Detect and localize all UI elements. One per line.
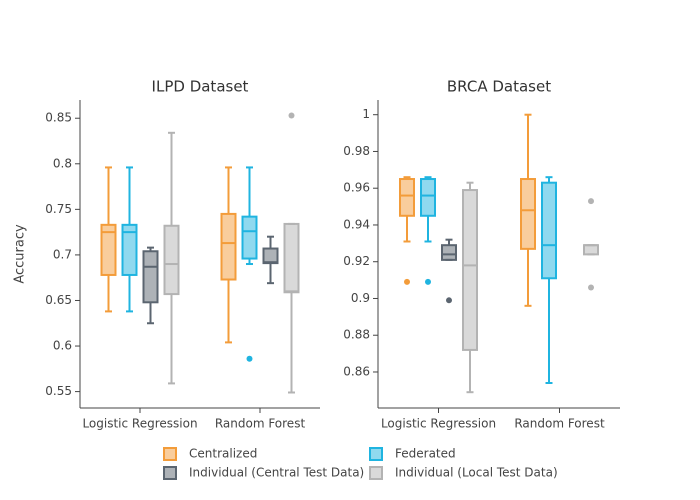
legend-label: Centralized: [189, 447, 257, 461]
box: [462, 189, 478, 351]
legend-swatch: [163, 466, 177, 480]
box: [399, 178, 415, 217]
y-tick-label: 0.88: [343, 328, 370, 342]
y-tick-label: 0.96: [343, 181, 370, 195]
x-tick-label: Random Forest: [514, 417, 605, 431]
y-tick-label: 0.65: [45, 293, 72, 307]
box: [121, 223, 138, 276]
legend-label: Federated: [395, 447, 456, 461]
y-tick-label: 1: [362, 107, 370, 121]
y-tick-label: 0.92: [343, 254, 370, 268]
box: [262, 247, 279, 265]
subplot-title: BRCA Dataset: [447, 78, 551, 96]
box: [163, 224, 180, 296]
y-tick-label: 0.9: [351, 291, 370, 305]
outlier: [246, 355, 253, 362]
box: [220, 212, 237, 281]
legend-label: Individual (Local Test Data): [395, 466, 558, 480]
box: [420, 178, 436, 217]
outlier: [404, 278, 410, 285]
legend-swatch: [163, 447, 177, 461]
y-tick-label: 0.6: [53, 339, 72, 353]
box: [583, 244, 599, 256]
x-tick-label: Logistic Regression: [82, 417, 197, 431]
y-axis-label: Accuracy: [13, 224, 28, 284]
outlier: [588, 198, 594, 205]
legend-swatch: [369, 447, 383, 461]
y-tick-label: 0.75: [45, 202, 72, 216]
outlier: [446, 297, 452, 304]
subplot-title: ILPD Dataset: [152, 78, 249, 96]
box: [142, 250, 159, 304]
y-tick-label: 0.8: [53, 156, 72, 170]
y-tick-label: 0.86: [343, 364, 370, 378]
box: [241, 215, 258, 260]
y-tick-label: 0.55: [45, 384, 72, 398]
outlier: [288, 112, 295, 119]
box: [541, 181, 557, 280]
x-tick-label: Logistic Regression: [381, 417, 496, 431]
legend-swatch: [369, 466, 383, 480]
box: [520, 178, 536, 250]
box: [441, 244, 457, 261]
y-tick-label: 0.85: [45, 111, 72, 125]
outlier: [588, 284, 594, 291]
box: [100, 223, 117, 276]
y-tick-label: 0.7: [53, 247, 72, 261]
y-tick-label: 0.94: [343, 217, 370, 231]
outlier: [425, 278, 431, 285]
y-tick-label: 0.98: [343, 144, 370, 158]
x-tick-label: Random Forest: [215, 417, 306, 431]
legend-label: Individual (Central Test Data): [189, 466, 364, 480]
box: [283, 222, 300, 294]
